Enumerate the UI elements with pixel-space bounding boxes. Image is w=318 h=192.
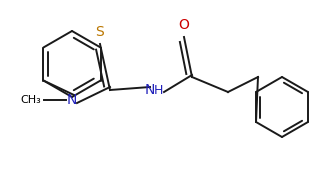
Text: H: H (153, 84, 163, 97)
Text: CH₃: CH₃ (20, 95, 41, 105)
Text: N: N (67, 93, 77, 107)
Text: S: S (96, 25, 104, 39)
Text: N: N (145, 83, 155, 97)
Text: O: O (179, 18, 190, 32)
